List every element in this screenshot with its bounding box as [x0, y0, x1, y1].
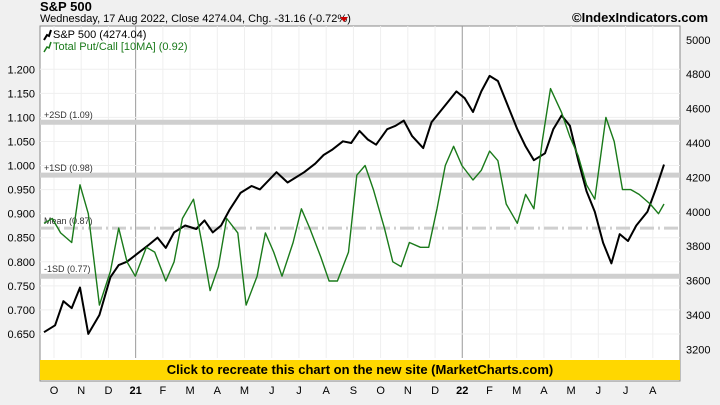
left-tick-label: 1.150 — [7, 88, 35, 100]
x-tick-label: D — [104, 385, 112, 397]
x-tick-label: D — [431, 385, 439, 397]
left-tick-label: 1.100 — [7, 112, 35, 124]
legend-putcall-label: Total Put/Call [10MA] (0.92) — [53, 41, 188, 53]
right-tick-label: 3400 — [686, 310, 710, 322]
left-tick-label: 0.700 — [7, 305, 35, 317]
x-tick-label: 21 — [130, 385, 142, 397]
x-tick-label: M — [567, 385, 576, 397]
x-tick-label: A — [323, 385, 331, 397]
banner-label[interactable]: Click to recreate this chart on the new … — [167, 362, 554, 377]
right-tick-label: 3600 — [686, 276, 710, 288]
left-tick-label: 1.200 — [7, 64, 35, 76]
right-tick-label: 4000 — [686, 207, 710, 219]
brand-label: ©IndexIndicators.com — [572, 10, 708, 25]
banner-background[interactable] — [40, 360, 680, 380]
x-tick-label: A — [540, 385, 548, 397]
x-tick-label: M — [512, 385, 521, 397]
plot-area — [39, 25, 681, 382]
band-label: Mean (0.87) — [44, 216, 93, 226]
right-tick-label: 5000 — [686, 35, 710, 47]
x-tick-label: F — [486, 385, 493, 397]
x-tick-label: A — [214, 385, 222, 397]
left-tick-label: 0.800 — [7, 257, 35, 269]
legend-putcall-icon — [43, 41, 52, 53]
x-tick-label: N — [77, 385, 85, 397]
x-tick-label: A — [649, 385, 657, 397]
right-axis: 3200 3400 3600 3800 4000 4200 4400 4600 4800 5000 — [686, 35, 710, 357]
right-tick-label: 4800 — [686, 69, 710, 81]
x-tick-label: 22 — [456, 385, 468, 397]
band-label: -1SD (0.77) — [44, 264, 91, 274]
x-tick-label: J — [269, 385, 275, 397]
x-tick-label: F — [160, 385, 167, 397]
x-tick-label: J — [623, 385, 629, 397]
recreate-chart-banner[interactable]: Click to recreate this chart on the new … — [40, 360, 680, 380]
legend-sp500-label: S&P 500 (4274.04) — [53, 29, 146, 41]
x-tick-label: J — [596, 385, 602, 397]
sp500-line — [43, 74, 665, 335]
legend-sp500-icon — [43, 29, 52, 41]
grid — [40, 26, 680, 358]
left-tick-label: 1.000 — [7, 161, 35, 173]
x-tick-label: M — [240, 385, 249, 397]
legend: S&P 500 (4274.04) Total Put/Call [10MA] … — [43, 29, 188, 53]
right-tick-label: 4400 — [686, 138, 710, 150]
x-tick-label: N — [404, 385, 412, 397]
left-tick-label: 0.750 — [7, 281, 35, 293]
x-tick-label: S — [350, 385, 357, 397]
band-label: +1SD (0.98) — [44, 163, 93, 173]
left-tick-label: 0.950 — [7, 185, 35, 197]
right-tick-label: 3200 — [686, 344, 710, 356]
left-tick-label: 0.850 — [7, 233, 35, 245]
sd-bands: +2SD (1.09) +1SD (0.98) Mean (0.87) -1SD (0… — [40, 110, 680, 279]
left-axis: 0.650 0.700 0.750 0.800 0.850 0.900 0.950 1.000… — [7, 64, 35, 341]
putcall-line — [43, 87, 665, 306]
left-tick-label: 0.900 — [7, 209, 35, 221]
x-tick-label: J — [296, 385, 302, 397]
right-tick-label: 4600 — [686, 104, 710, 116]
chart-title: S&P 500 — [40, 0, 92, 14]
left-tick-label: 1.050 — [7, 136, 35, 148]
x-tick-label: O — [376, 385, 385, 397]
series-group — [43, 74, 665, 335]
x-tick-label: M — [186, 385, 195, 397]
down-arrow-icon — [340, 17, 348, 22]
x-tick-label: O — [50, 385, 59, 397]
band-label: +2SD (1.09) — [44, 110, 93, 120]
right-tick-label: 3800 — [686, 241, 710, 253]
chart-subtitle: Wednesday, 17 Aug 2022, Close 4274.04, C… — [40, 13, 351, 25]
x-axis: O N D 21 F M A M J J A S O N D 22 F M A M J J A — [50, 385, 657, 397]
right-tick-label: 4200 — [686, 172, 710, 184]
left-tick-label: 0.650 — [7, 329, 35, 341]
